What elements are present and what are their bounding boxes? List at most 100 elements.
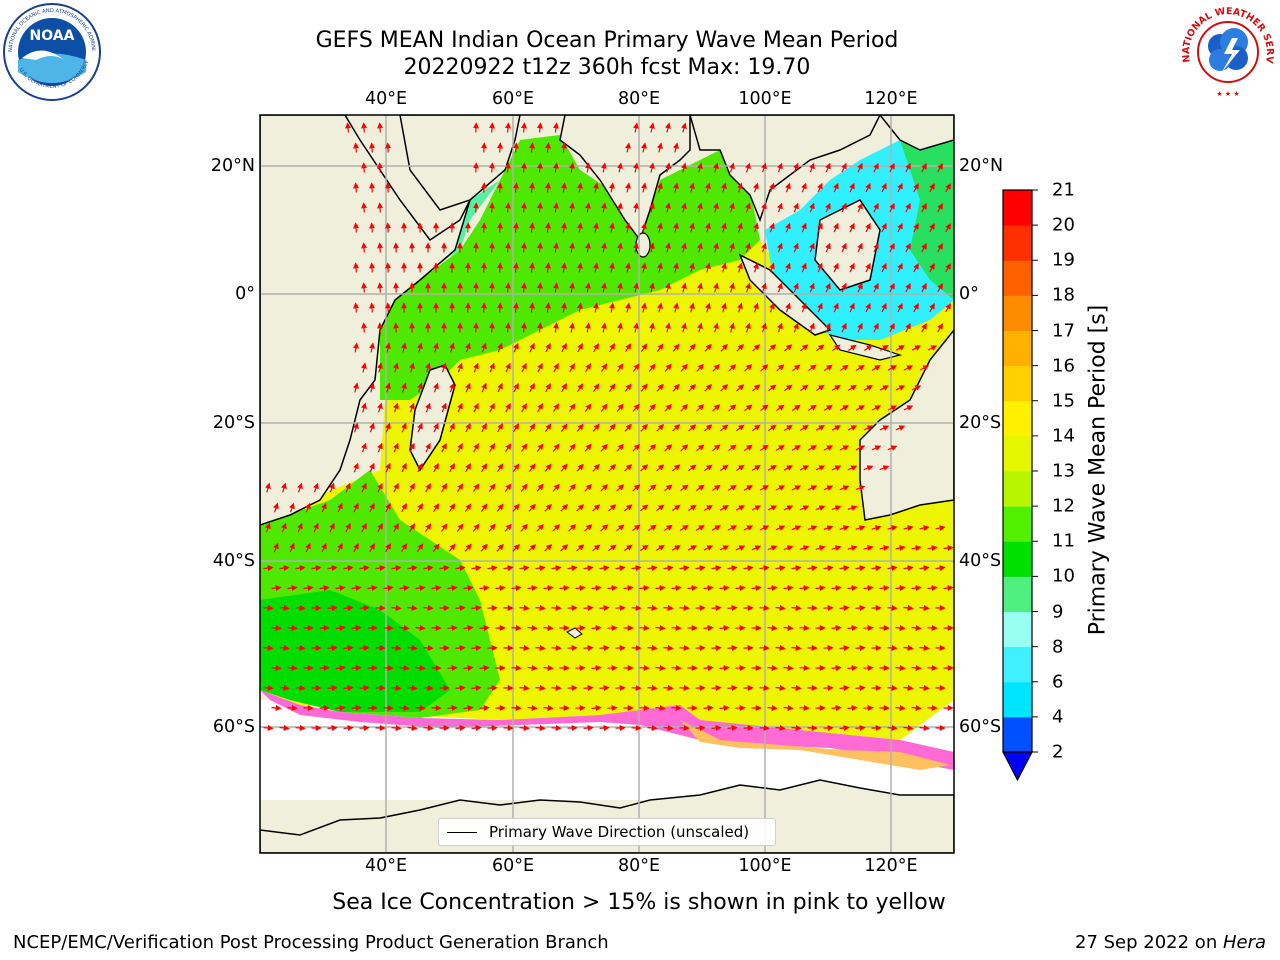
wave-arrow bbox=[815, 384, 825, 391]
wave-arrow bbox=[592, 504, 601, 512]
lat-label-right-20n: 20°N bbox=[959, 156, 1004, 176]
wave-arrow bbox=[553, 363, 559, 373]
colorbar-tick-label: 21 bbox=[1052, 179, 1075, 201]
wave-arrow bbox=[839, 645, 850, 652]
wave-arrow bbox=[903, 604, 914, 611]
wave-arrow bbox=[319, 585, 330, 592]
nws-logo: NATIONAL WEATHER SERVICE ★ ★ ★ bbox=[1175, 0, 1278, 106]
wave-arrow bbox=[640, 343, 648, 353]
wave-arrow bbox=[576, 182, 583, 193]
wave-arrow bbox=[287, 624, 298, 631]
wave-arrow bbox=[735, 505, 745, 511]
wave-arrow bbox=[736, 343, 744, 352]
wave-arrow bbox=[608, 302, 615, 313]
wave-arrow bbox=[560, 423, 568, 432]
wave-arrow bbox=[767, 664, 778, 671]
wave-arrow bbox=[583, 645, 594, 652]
lat-label-right-20s: 20°S bbox=[959, 413, 1002, 433]
wave-arrow bbox=[423, 644, 434, 651]
wave-arrow bbox=[535, 724, 546, 731]
wave-arrow bbox=[831, 665, 842, 672]
wave-arrow bbox=[705, 182, 711, 193]
wave-arrow bbox=[544, 503, 552, 512]
wave-arrow bbox=[425, 483, 431, 493]
wave-arrow bbox=[393, 362, 399, 373]
wave-arrow bbox=[761, 322, 767, 333]
wave-arrow bbox=[279, 724, 290, 731]
wave-arrow bbox=[271, 624, 282, 631]
lon-label-bottom-100e: 100°E bbox=[738, 856, 792, 876]
wave-arrow bbox=[696, 404, 705, 412]
wave-arrow bbox=[879, 425, 890, 431]
wave-arrow bbox=[560, 544, 569, 552]
lon-label-top-100e: 100°E bbox=[738, 89, 792, 109]
wave-arrow bbox=[632, 403, 640, 412]
wave-arrow bbox=[655, 664, 666, 671]
wave-arrow bbox=[711, 525, 721, 531]
wave-arrow bbox=[783, 585, 794, 592]
wave-arrow bbox=[465, 463, 472, 473]
colorbar-tick-label: 14 bbox=[1052, 425, 1075, 447]
wave-arrow bbox=[863, 465, 874, 471]
wave-arrow bbox=[359, 565, 370, 572]
wave-arrow bbox=[399, 624, 410, 631]
wave-arrow bbox=[649, 322, 655, 333]
legend-line-icon bbox=[447, 831, 477, 833]
wave-arrow bbox=[847, 545, 858, 551]
wave-arrow bbox=[759, 525, 770, 531]
map-title: GEFS MEAN Indian Ocean Primary Wave Mean… bbox=[315, 28, 899, 53]
wave-arrow bbox=[825, 322, 831, 333]
wave-arrow bbox=[913, 183, 919, 193]
wave-arrow bbox=[511, 664, 522, 671]
wave-arrow bbox=[752, 424, 761, 432]
wave-arrow bbox=[895, 664, 906, 671]
wave-arrow bbox=[753, 262, 759, 273]
wave-arrow bbox=[287, 585, 298, 592]
wave-arrow bbox=[817, 262, 823, 273]
wave-arrow bbox=[664, 484, 673, 492]
wave-arrow bbox=[343, 685, 354, 692]
wave-arrow bbox=[823, 364, 833, 372]
wave-arrow bbox=[775, 444, 785, 451]
wave-arrow bbox=[351, 665, 362, 672]
wave-arrow bbox=[777, 282, 783, 293]
wave-arrow bbox=[913, 303, 919, 313]
wave-arrow bbox=[456, 523, 464, 532]
wave-arrow bbox=[513, 382, 519, 393]
colorbar-tick-label: 16 bbox=[1052, 355, 1075, 377]
wave-arrow bbox=[833, 262, 839, 273]
wave-arrow bbox=[887, 525, 898, 531]
wave-arrow bbox=[841, 282, 847, 293]
wave-arrow bbox=[521, 362, 527, 373]
wave-arrow bbox=[456, 483, 464, 493]
wave-arrow bbox=[815, 585, 826, 592]
land-sumatra bbox=[738, 253, 832, 336]
wave-arrow bbox=[656, 504, 665, 512]
wave-arrow bbox=[751, 505, 762, 511]
wave-arrow bbox=[695, 525, 705, 531]
wave-arrow bbox=[481, 342, 487, 353]
wave-arrow bbox=[535, 644, 546, 651]
wave-arrow bbox=[703, 504, 713, 511]
wave-arrow bbox=[265, 482, 271, 493]
wave-arrow bbox=[519, 724, 530, 731]
wave-arrow bbox=[753, 302, 759, 313]
wave-arrow bbox=[887, 684, 898, 691]
wave-arrow bbox=[793, 202, 799, 213]
wave-arrow bbox=[656, 383, 664, 392]
colorbar-tick-label: 18 bbox=[1052, 284, 1075, 306]
wave-arrow bbox=[616, 242, 623, 253]
wave-arrow bbox=[831, 465, 842, 471]
wave-arrow bbox=[279, 684, 290, 691]
wave-arrow bbox=[281, 522, 287, 533]
wave-arrow bbox=[632, 484, 641, 492]
wave-arrow bbox=[361, 202, 368, 213]
wave-arrow bbox=[849, 262, 855, 273]
wave-arrow bbox=[503, 565, 514, 572]
wave-arrow bbox=[337, 542, 343, 553]
wave-arrow bbox=[695, 565, 706, 572]
wave-arrow bbox=[863, 705, 874, 712]
wave-arrow bbox=[600, 524, 609, 532]
wave-arrow bbox=[624, 262, 631, 273]
